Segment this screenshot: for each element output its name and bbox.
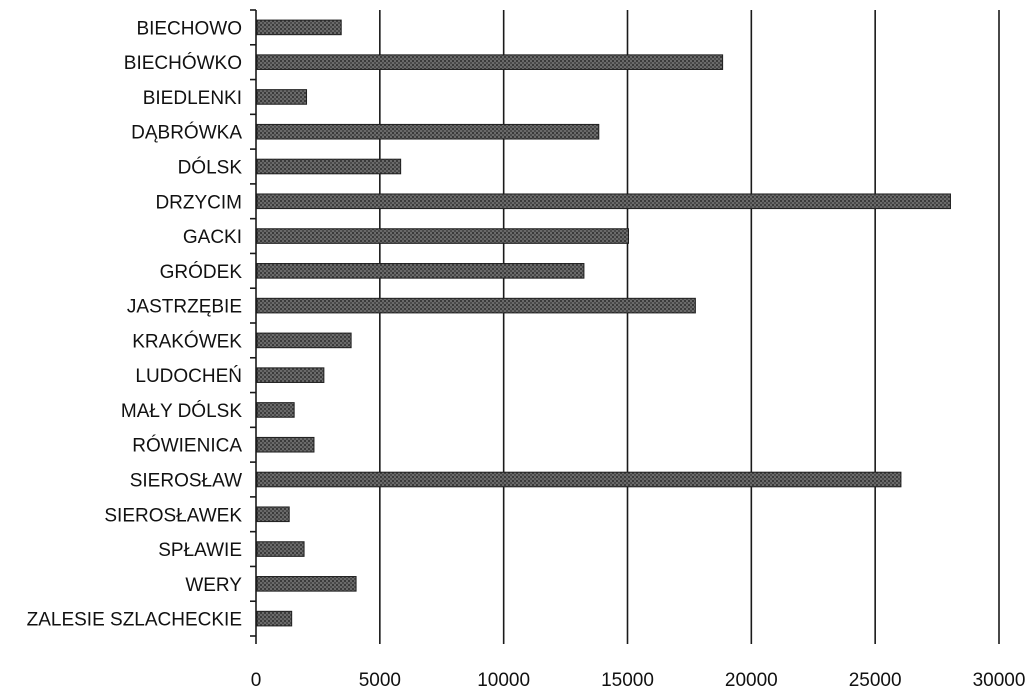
bar-2 xyxy=(256,54,724,70)
bar-1 xyxy=(256,19,342,36)
category-label: RÓWIENICA xyxy=(132,435,242,457)
bar-15 xyxy=(256,506,290,523)
x-tick-label: 20000 xyxy=(725,670,778,691)
bar-7 xyxy=(256,228,629,244)
category-label: DÓLSK xyxy=(178,157,243,179)
x-tick-label: 30000 xyxy=(973,670,1026,691)
category-label: SIEROSŁAWEK xyxy=(104,505,242,526)
bar-17 xyxy=(256,576,357,592)
category-label: MAŁY DÓLSK xyxy=(121,400,242,422)
grid-layer xyxy=(250,9,1000,644)
bars-layer xyxy=(256,19,951,627)
category-label: DĄBRÓWKA xyxy=(131,122,242,144)
x-tick-label: 5000 xyxy=(359,670,401,691)
category-labels: BIECHOWO BIECHÓWKO BIEDLENKI DĄBRÓWKA DÓLSK D… xyxy=(27,18,243,630)
bar-4 xyxy=(256,123,600,140)
bar-3 xyxy=(256,89,308,105)
bar-9 xyxy=(256,297,696,314)
x-tick-label: 25000 xyxy=(849,670,902,691)
category-label: ZALESIE SZLACHECKIE xyxy=(27,610,242,631)
category-label: KRAKÓWEK xyxy=(132,330,242,352)
bar-6 xyxy=(256,193,951,210)
category-label: GACKI xyxy=(183,227,242,248)
category-label: BIECHÓWKO xyxy=(124,52,242,74)
category-label: WERY xyxy=(185,575,242,596)
category-label: BIECHOWO xyxy=(136,18,242,39)
bar-16 xyxy=(256,541,305,557)
category-label: DRZYCIM xyxy=(155,192,242,213)
x-tick-label: 15000 xyxy=(601,670,654,691)
x-axis-tick-labels: 0 5000 10000 15000 20000 25000 30000 xyxy=(251,670,1026,691)
category-label: BIEDLENKI xyxy=(143,88,242,109)
category-label: GRÓDEK xyxy=(160,261,243,283)
category-label: JASTRZĘBIE xyxy=(127,297,242,318)
bar-13 xyxy=(256,436,315,453)
bar-14 xyxy=(256,471,902,488)
bar-11 xyxy=(256,367,325,383)
x-tick-label: 0 xyxy=(251,670,262,691)
category-label: LUDOCHEŃ xyxy=(135,366,242,387)
category-label: SPŁAWIE xyxy=(158,540,242,561)
bar-12 xyxy=(256,402,295,418)
x-tick-label: 10000 xyxy=(477,670,530,691)
bar-8 xyxy=(256,263,585,279)
bar-5 xyxy=(256,158,402,175)
bar-10 xyxy=(256,332,352,349)
category-label: SIEROSŁAW xyxy=(130,471,242,492)
bar-18 xyxy=(256,610,293,627)
